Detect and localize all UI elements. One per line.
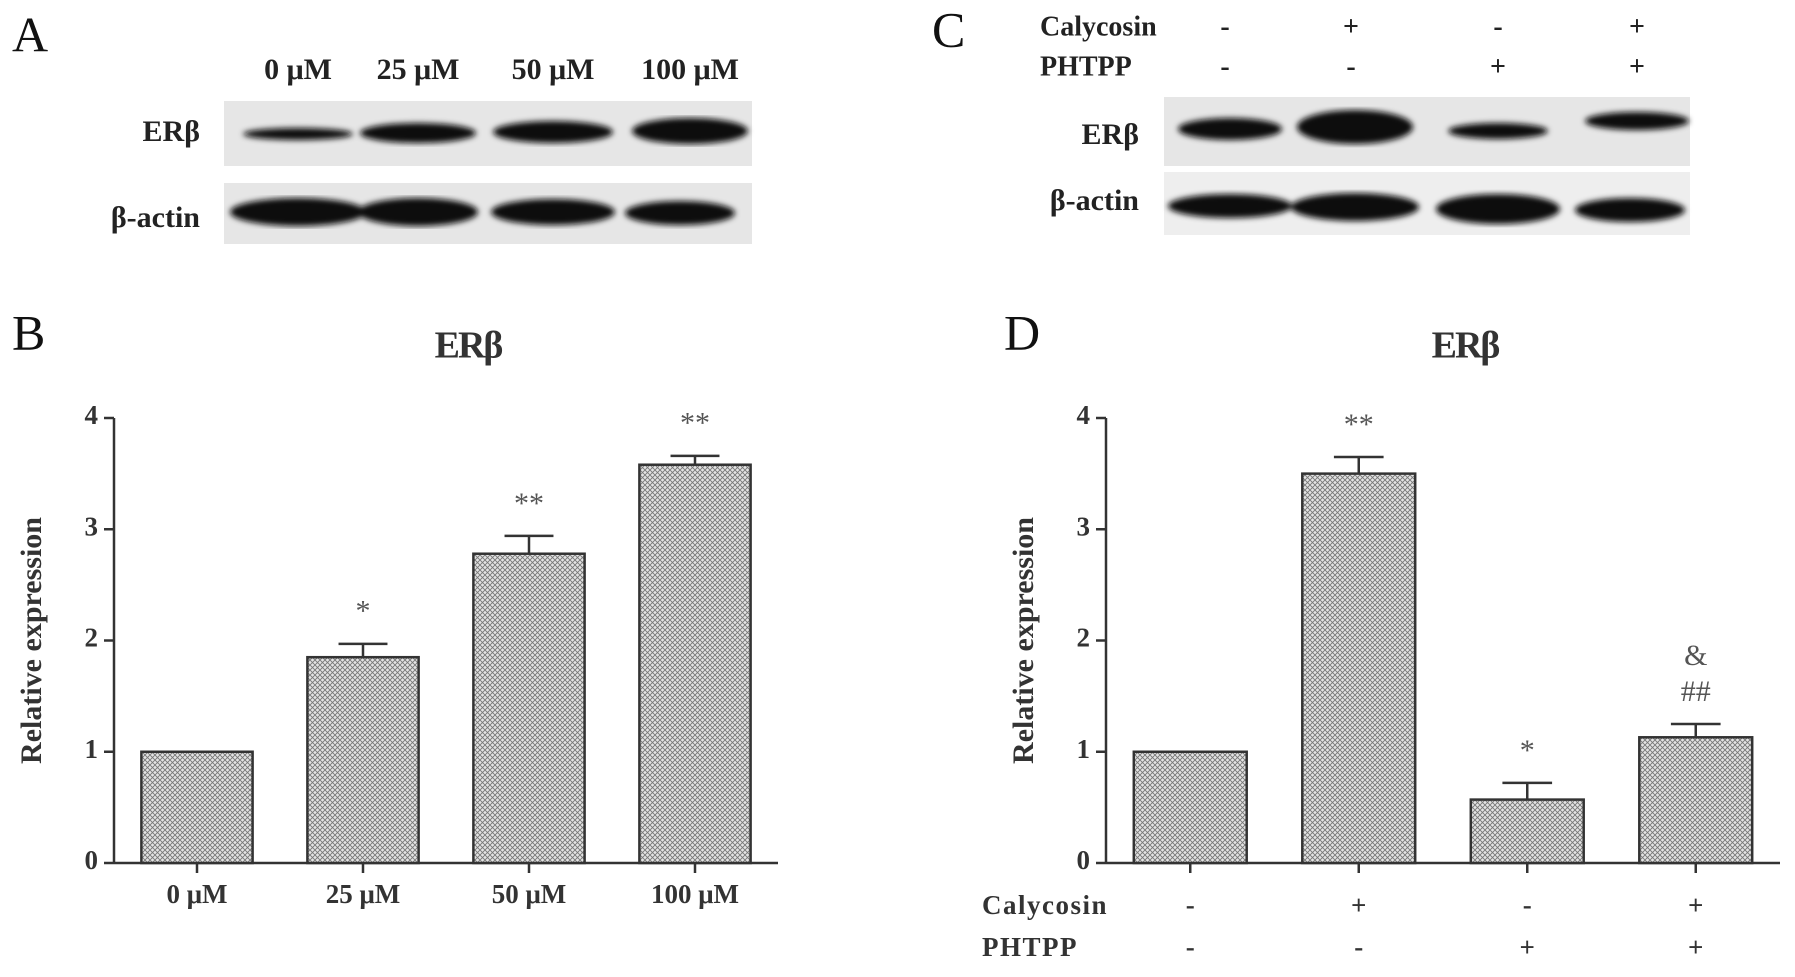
condition-name: Calycosin <box>1040 11 1157 42</box>
annotation: ** <box>680 407 710 440</box>
bar <box>1638 736 1754 865</box>
y-tick-label: 2 <box>85 623 99 653</box>
blot-image <box>224 101 752 244</box>
lane-label: 0 μM <box>264 53 332 86</box>
blot-image <box>1164 97 1690 235</box>
row-label: β-actin <box>111 201 200 234</box>
condition-value: - <box>1220 51 1229 82</box>
error-bar <box>504 534 554 554</box>
row-label: ERβ <box>1082 118 1139 151</box>
x-tick-label: 25 μM <box>326 879 401 909</box>
condition-value: - <box>1493 11 1502 42</box>
bar <box>306 655 420 865</box>
condition-value: - <box>1354 932 1363 962</box>
y-tick-label: 4 <box>85 400 99 430</box>
condition-value: - <box>1346 51 1355 82</box>
lane-label: 25 μM <box>377 53 460 86</box>
condition-value: + <box>1520 932 1535 962</box>
condition-value: + <box>1688 932 1703 962</box>
lane-label: 100 μM <box>641 53 739 86</box>
condition-value: + <box>1688 890 1703 920</box>
annotation: ## <box>1681 675 1711 708</box>
bar <box>1469 798 1585 865</box>
y-axis-label: Relative expression <box>15 517 48 764</box>
panel-label: C <box>932 1 965 57</box>
condition-name: PHTPP <box>982 932 1078 962</box>
error-bar <box>670 454 720 465</box>
y-axis-label: Relative expression <box>1007 517 1040 764</box>
chart-title: ERβ <box>435 325 503 367</box>
panel-label: D <box>1004 304 1040 360</box>
annotation: * <box>1520 734 1535 767</box>
condition-value: - <box>1220 11 1229 42</box>
y-tick-label: 0 <box>85 845 99 875</box>
x-tick-label: 50 μM <box>492 879 567 909</box>
condition-value: - <box>1523 890 1532 920</box>
lane-label: 50 μM <box>512 53 595 86</box>
panel-label: B <box>12 304 45 360</box>
error-bar <box>1670 722 1721 738</box>
panel-label: A <box>12 6 48 62</box>
bar <box>140 750 254 865</box>
y-tick-label: 1 <box>85 734 99 764</box>
y-tick-label: 1 <box>1077 734 1091 764</box>
bar <box>638 463 752 865</box>
annotation: & <box>1684 639 1707 672</box>
condition-name: PHTPP <box>1040 51 1132 82</box>
y-tick-label: 3 <box>85 511 99 541</box>
condition-value: + <box>1351 890 1366 920</box>
error-bar <box>1333 455 1384 474</box>
chart-title: ERβ <box>1432 325 1500 367</box>
y-tick-label: 0 <box>1077 845 1091 875</box>
bar <box>472 552 586 865</box>
y-tick-label: 4 <box>1077 400 1091 430</box>
error-bar <box>338 642 388 658</box>
x-tick-label: 100 μM <box>651 879 739 909</box>
row-label: ERβ <box>143 115 200 148</box>
condition-value: + <box>1490 51 1506 82</box>
error-bar <box>1502 781 1553 800</box>
annotation: * <box>356 595 371 628</box>
x-tick-label: 0 μM <box>166 879 227 909</box>
condition-value: + <box>1343 11 1359 42</box>
condition-value: + <box>1629 51 1645 82</box>
bar <box>1301 472 1417 865</box>
annotation: ** <box>1344 408 1374 441</box>
y-tick-label: 2 <box>1077 623 1091 653</box>
condition-value: - <box>1186 932 1195 962</box>
y-tick-label: 3 <box>1077 511 1091 541</box>
row-label: β-actin <box>1050 184 1139 217</box>
condition-value: + <box>1629 11 1645 42</box>
annotation: ** <box>514 487 544 520</box>
condition-value: - <box>1186 890 1195 920</box>
bar <box>1132 750 1248 865</box>
condition-name: Calycosin <box>982 890 1108 920</box>
